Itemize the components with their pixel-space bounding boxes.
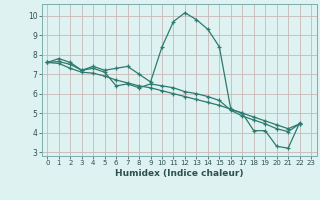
X-axis label: Humidex (Indice chaleur): Humidex (Indice chaleur) (115, 169, 244, 178)
